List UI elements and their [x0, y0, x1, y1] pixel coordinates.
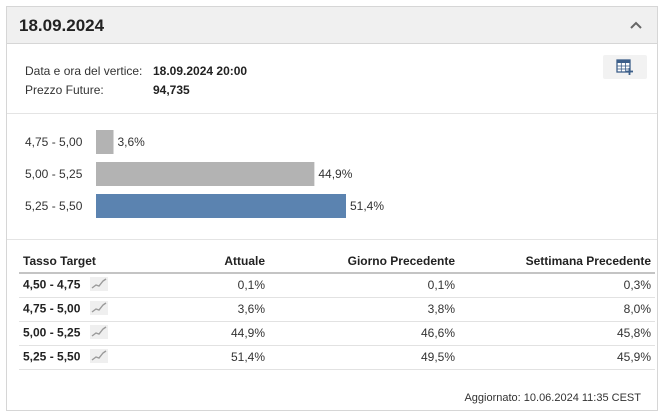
future-row: Prezzo Future: 94,735	[25, 80, 247, 99]
bar-value-label: 44,9%	[318, 167, 352, 181]
future-label: Prezzo Future:	[25, 82, 104, 97]
panel-header: 18.09.2024	[7, 7, 657, 44]
bar-value-label: 51,4%	[350, 199, 384, 213]
rates-table: Tasso Target Attuale Giorno Precedente S…	[19, 249, 655, 370]
table-row: 5,25 - 5,50 51,4% 49,5% 45,9%	[19, 345, 655, 370]
divider	[7, 239, 657, 240]
vertex-label: Data e ora del vertice:	[25, 63, 143, 78]
bar-category-label: 4,75 - 5,00	[25, 135, 83, 149]
target-rate-label: 5,25 - 5,50	[23, 349, 81, 364]
current-cell: 44,9%	[189, 321, 269, 346]
trend-chart-icon[interactable]	[90, 276, 109, 294]
trend-chart-icon[interactable]	[90, 348, 109, 366]
prev-week-cell: 45,9%	[459, 345, 655, 370]
probability-panel: 18.09.2024 Data e ora del vertice: 18.09…	[6, 6, 658, 411]
prev-week-cell: 45,8%	[459, 321, 655, 346]
table-header-row: Tasso Target Attuale Giorno Precedente S…	[19, 249, 655, 274]
table-row: 4,50 - 4,75 0,1% 0,1% 0,3%	[19, 273, 655, 298]
bar-value-label: 3,6%	[118, 135, 146, 149]
probability-bar-chart: 4,75 - 5,00 3,6% 5,00 - 5,25 44,9% 5,25 - 5,…	[25, 130, 384, 218]
meeting-info: Data e ora del vertice: 18.09.2024 20:00…	[25, 61, 247, 99]
prev-day-cell: 49,5%	[269, 345, 459, 370]
target-rate-label: 4,50 - 4,75	[23, 277, 81, 292]
target-rate-cell: 4,75 - 5,00	[19, 297, 189, 322]
bar	[96, 162, 315, 186]
panel-title: 18.09.2024	[19, 16, 105, 35]
divider	[7, 113, 657, 114]
trend-chart-icon[interactable]	[90, 324, 109, 342]
prev-week-cell: 0,3%	[459, 273, 655, 298]
col-target-rate: Tasso Target	[19, 249, 189, 274]
bar-category-label: 5,25 - 5,50	[25, 199, 83, 213]
prev-week-cell: 8,0%	[459, 297, 655, 322]
vertex-value: 18.09.2024 20:00	[153, 63, 248, 78]
col-prev-week: Settimana Precedente	[459, 249, 655, 274]
future-value: 94,735	[153, 82, 190, 97]
target-rate-label: 4,75 - 5,00	[23, 301, 81, 316]
target-rate-cell: 5,00 - 5,25	[19, 321, 189, 346]
prev-day-cell: 46,6%	[269, 321, 459, 346]
updated-timestamp: Aggiornato: 10.06.2024 11:35 CEST	[464, 392, 641, 404]
target-rate-cell: 5,25 - 5,50	[19, 345, 189, 370]
bar	[96, 194, 346, 218]
col-prev-day: Giorno Precedente	[269, 249, 459, 274]
target-rate-label: 5,00 - 5,25	[23, 325, 81, 340]
bar	[96, 130, 114, 154]
trend-chart-icon[interactable]	[90, 300, 109, 318]
chevron-up-icon[interactable]	[627, 16, 645, 34]
add-to-calendar-button[interactable]	[603, 55, 647, 79]
prev-day-cell: 3,8%	[269, 297, 459, 322]
col-current: Attuale	[189, 249, 269, 274]
table-row: 5,00 - 5,25 44,9% 46,6% 45,8%	[19, 321, 655, 346]
current-cell: 0,1%	[189, 273, 269, 298]
current-cell: 51,4%	[189, 345, 269, 370]
target-rate-cell: 4,50 - 4,75	[19, 273, 189, 298]
table-row: 4,75 - 5,00 3,6% 3,8% 8,0%	[19, 297, 655, 322]
calendar-add-icon	[616, 59, 633, 75]
current-cell: 3,6%	[189, 297, 269, 322]
vertex-row: Data e ora del vertice: 18.09.2024 20:00	[25, 61, 247, 80]
prev-day-cell: 0,1%	[269, 273, 459, 298]
bar-category-label: 5,00 - 5,25	[25, 167, 83, 181]
